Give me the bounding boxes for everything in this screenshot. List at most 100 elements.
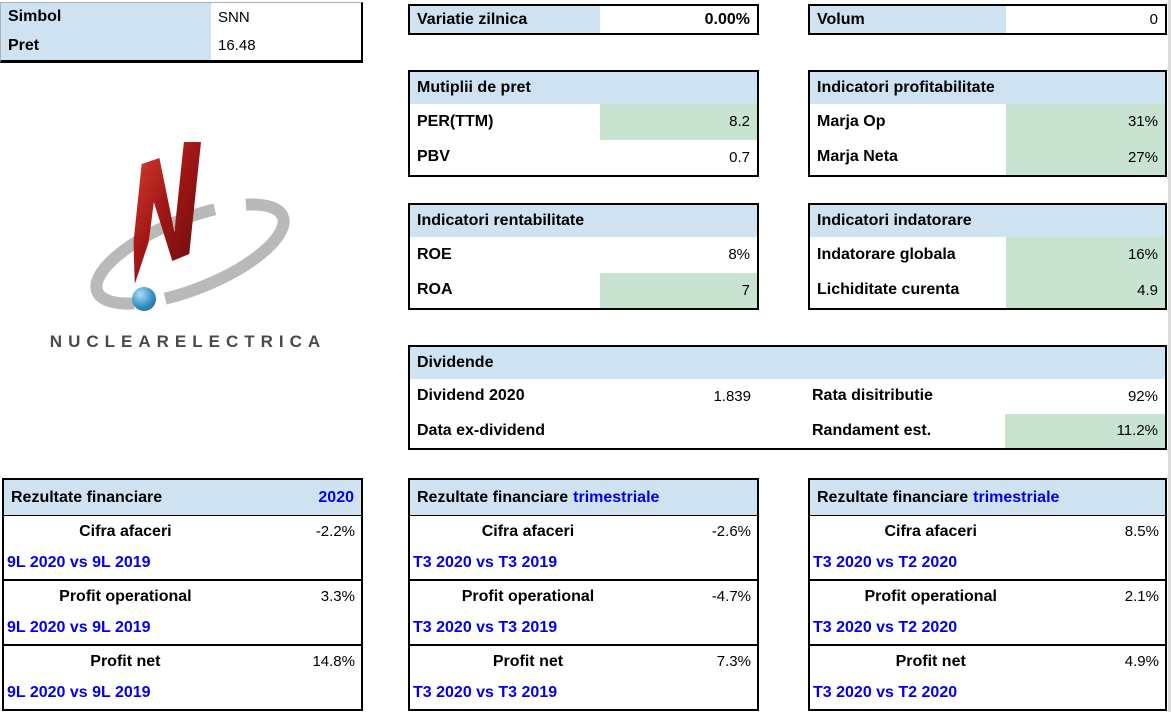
table-row: Indatorare globala 16% bbox=[810, 237, 1165, 273]
daily-change-label: Variatie zilnica bbox=[410, 6, 600, 33]
returns-title: Indicatori rentabilitate bbox=[410, 205, 757, 237]
net-profit-value[interactable]: 14.8% bbox=[312, 653, 355, 671]
operating-profit-label: Profit operational bbox=[864, 587, 997, 605]
estimated-yield-value[interactable]: 11.2% bbox=[1005, 413, 1165, 448]
ex-dividend-value[interactable] bbox=[598, 414, 758, 449]
results-annual-title: Rezultate financiare bbox=[11, 488, 163, 506]
pbv-value[interactable]: 0.7 bbox=[729, 148, 750, 166]
table-row: Data ex-dividend Randament est. 11.2% bbox=[410, 413, 1165, 449]
net-profit-compare-period: T3 2020 vs T2 2020 bbox=[813, 684, 958, 702]
operating-profit-value[interactable]: 3.3% bbox=[320, 588, 355, 606]
revenue-compare-period: 9L 2020 vs 9L 2019 bbox=[7, 554, 151, 572]
spacer bbox=[758, 414, 810, 449]
volume-box: Volum 0 bbox=[808, 4, 1167, 35]
operating-profit-value[interactable]: 2.1% bbox=[1124, 588, 1159, 606]
price-multiples-title: Mutiplii de pret bbox=[410, 72, 757, 104]
results-section-operating-profit: Profit operational -4.7% T3 2020 vs T3 2… bbox=[410, 581, 757, 646]
net-profit-label: Profit net bbox=[492, 652, 564, 670]
daily-change-value[interactable]: 0.00% bbox=[704, 10, 750, 28]
table-row: PER(TTM) 8.2 bbox=[410, 104, 757, 140]
quote-box: Simbol SNN Pret 16.48 bbox=[0, 2, 363, 63]
net-profit-label: Profit net bbox=[90, 652, 161, 670]
returns-box: Indicatori rentabilitate ROE 8% ROA 7 bbox=[408, 203, 759, 310]
results-quarterly-yoy-title: Rezultate financiare bbox=[417, 488, 569, 506]
dividend-2020-label: Dividend 2020 bbox=[417, 387, 525, 405]
sheet-edge-strip bbox=[1168, 0, 1171, 712]
leverage-title: Indicatori indatorare bbox=[810, 205, 1165, 237]
results-section-operating-profit: Profit operational 3.3% 9L 2020 vs 9L 20… bbox=[4, 581, 361, 646]
results-quarterly-qoq-panel: Rezultate financiare trimestriale Cifra … bbox=[808, 478, 1167, 711]
leverage-box: Indicatori indatorare Indatorare globala… bbox=[808, 203, 1167, 310]
results-annual-panel: Rezultate financiare 2020 Cifra afaceri … bbox=[2, 478, 363, 711]
revenue-label: Cifra afaceri bbox=[79, 522, 172, 540]
roe-label: ROE bbox=[417, 245, 452, 263]
operating-profit-label: Profit operational bbox=[461, 587, 595, 605]
volume-label: Volum bbox=[810, 6, 1006, 33]
dividend-2020-value[interactable]: 1.839 bbox=[713, 387, 751, 405]
net-profit-label: Profit net bbox=[895, 652, 966, 670]
net-profit-compare-period: 9L 2020 vs 9L 2019 bbox=[7, 684, 151, 702]
table-row: Marja Neta 27% bbox=[810, 139, 1165, 175]
revenue-value[interactable]: 8.5% bbox=[1124, 523, 1159, 541]
per-label: PER(TTM) bbox=[417, 112, 494, 130]
table-row: Marja Op 31% bbox=[810, 104, 1165, 140]
daily-change-box: Variatie zilnica 0.00% bbox=[408, 4, 759, 35]
symbol-value[interactable]: SNN bbox=[218, 8, 250, 26]
net-profit-compare-period: T3 2020 vs T3 2019 bbox=[413, 684, 558, 702]
net-profit-value[interactable]: 7.3% bbox=[716, 653, 751, 671]
operating-profit-compare-period: T3 2020 vs T3 2019 bbox=[413, 619, 558, 637]
volume-value[interactable]: 0 bbox=[1149, 11, 1158, 28]
operating-margin-value[interactable]: 31% bbox=[1006, 104, 1165, 140]
results-section-revenue: Cifra afaceri -2.6% T3 2020 vs T3 2019 bbox=[410, 516, 757, 581]
results-quarterly-yoy-panel: Rezultate financiare trimestriale Cifra … bbox=[408, 478, 759, 711]
results-annual-header: Rezultate financiare 2020 bbox=[4, 480, 361, 516]
operating-profit-label: Profit operational bbox=[59, 587, 192, 605]
symbol-row: Simbol SNN bbox=[1, 3, 361, 32]
global-leverage-label: Indatorare globala bbox=[817, 245, 956, 263]
profitability-box: Indicatori profitabilitate Marja Op 31% … bbox=[808, 70, 1167, 177]
results-section-net-profit: Profit net 14.8% 9L 2020 vs 9L 2019 bbox=[4, 646, 361, 709]
distribution-rate-label: Rata disitributie bbox=[812, 387, 933, 405]
operating-margin-label: Marja Op bbox=[817, 112, 886, 130]
revenue-compare-period: T3 2020 vs T2 2020 bbox=[813, 554, 958, 572]
results-section-net-profit: Profit net 7.3% T3 2020 vs T3 2019 bbox=[410, 646, 757, 709]
table-row: ROE 8% bbox=[410, 237, 757, 273]
operating-profit-compare-period: 9L 2020 vs 9L 2019 bbox=[7, 619, 151, 637]
operating-profit-compare-period: T3 2020 vs T2 2020 bbox=[813, 619, 958, 637]
dividends-box: Dividende Dividend 2020 1.839 Rata disit… bbox=[408, 345, 1167, 450]
distribution-rate-value[interactable]: 92% bbox=[1127, 387, 1158, 405]
nuclearelectrica-logo-icon bbox=[90, 142, 290, 311]
ex-dividend-label: Data ex-dividend bbox=[417, 421, 546, 439]
roa-label: ROA bbox=[417, 281, 453, 299]
price-label: Pret bbox=[1, 31, 211, 60]
estimated-yield-label: Randament est. bbox=[812, 421, 932, 439]
results-section-operating-profit: Profit operational 2.1% T3 2020 vs T2 20… bbox=[810, 581, 1165, 646]
roa-value[interactable]: 7 bbox=[600, 272, 757, 308]
global-leverage-value[interactable]: 16% bbox=[1006, 237, 1165, 273]
results-annual-period: 2020 bbox=[318, 488, 354, 506]
operating-profit-value[interactable]: -4.7% bbox=[711, 588, 751, 606]
net-margin-label: Marja Neta bbox=[817, 148, 898, 166]
dividends-title: Dividende bbox=[410, 347, 1165, 379]
symbol-label: Simbol bbox=[1, 3, 211, 32]
price-value[interactable]: 16.48 bbox=[218, 37, 256, 55]
logo-ball-icon bbox=[132, 287, 156, 311]
table-row: ROA 7 bbox=[410, 272, 757, 308]
roe-value[interactable]: 8% bbox=[728, 246, 750, 264]
current-liquidity-value[interactable]: 4.9 bbox=[1006, 272, 1165, 308]
revenue-label: Cifra afaceri bbox=[884, 522, 977, 540]
net-margin-value[interactable]: 27% bbox=[1006, 139, 1165, 175]
results-section-revenue: Cifra afaceri -2.2% 9L 2020 vs 9L 2019 bbox=[4, 516, 361, 581]
logo-wordmark: NUCLEARELECTRICA bbox=[49, 332, 327, 351]
current-liquidity-label: Lichiditate curenta bbox=[817, 281, 960, 299]
pbv-label: PBV bbox=[417, 148, 450, 166]
per-value[interactable]: 8.2 bbox=[600, 104, 757, 140]
revenue-value[interactable]: -2.6% bbox=[711, 523, 751, 541]
net-profit-value[interactable]: 4.9% bbox=[1124, 653, 1159, 671]
results-quarterly-yoy-period: trimestriale bbox=[573, 488, 660, 506]
results-quarterly-yoy-header: Rezultate financiare trimestriale bbox=[410, 480, 757, 516]
revenue-value[interactable]: -2.2% bbox=[315, 523, 355, 541]
results-quarterly-qoq-title: Rezultate financiare bbox=[817, 488, 969, 506]
results-quarterly-qoq-period: trimestriale bbox=[973, 488, 1060, 506]
